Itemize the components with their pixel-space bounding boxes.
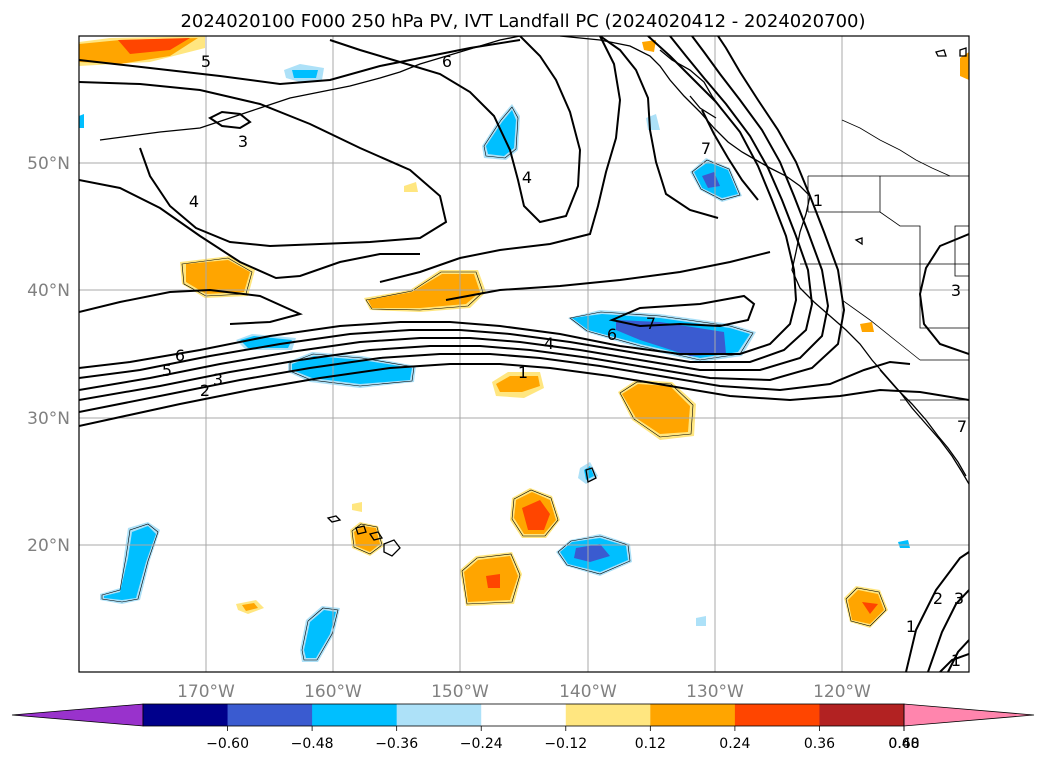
contour-label: 4 — [522, 168, 532, 187]
contour-label: 3 — [954, 589, 964, 608]
lat-label: 40°N — [27, 281, 70, 301]
lon-label: 120°W — [813, 682, 871, 702]
contour-label: 1 — [813, 191, 823, 210]
colorbar-segment — [227, 704, 313, 726]
colorbar-tick-label: 0.48 — [888, 736, 919, 752]
contour-label: 1 — [906, 617, 916, 636]
political-borders — [800, 119, 969, 401]
contour-label: 1 — [518, 363, 528, 382]
contour-label: 4 — [189, 192, 199, 211]
colorbar-frame — [142, 703, 905, 727]
colorbar-tick-label: −0.24 — [460, 736, 503, 752]
contour-label: 3 — [213, 370, 223, 389]
contour-label: 6 — [607, 325, 617, 344]
colorbar: −0.60 −0.48 −0.36 −0.24 −0.12 0.12 0.24 0.36 0.4… — [11, 703, 1035, 752]
lat-label: 30°N — [27, 409, 70, 429]
contour-label: 1 — [951, 651, 961, 670]
contour-label: 6 — [442, 52, 452, 71]
colorbar-tick-label: 0.60 — [888, 736, 919, 752]
colorbar-tick-label: −0.12 — [544, 736, 587, 752]
contour-label: 4 — [544, 334, 554, 353]
colorbar-tick-label: −0.36 — [375, 736, 418, 752]
ivt-contours — [79, 36, 969, 672]
contour-labels: 5 6 3 4 4 7 1 6 5 3 2 7 6 4 1 1 2 3 1 3 — [162, 52, 967, 670]
longitude-labels: 170°W 160°W 150°W 140°W 130°W 120°W — [177, 682, 871, 702]
lon-label: 130°W — [686, 682, 744, 702]
contour-label: 5 — [162, 361, 172, 380]
contour-label: 7 — [646, 314, 656, 333]
lon-label: 160°W — [304, 682, 362, 702]
colorbar-segment — [396, 704, 482, 726]
colorbar-extend-high — [903, 703, 1035, 727]
colorbar-segment — [734, 704, 820, 726]
colorbar-segment — [819, 704, 905, 726]
colorbar-segment — [565, 704, 651, 726]
positive-anomaly-shading — [79, 36, 969, 628]
colorbar-segment — [650, 704, 736, 726]
map-frame — [78, 35, 970, 673]
contour-label: 5 — [201, 52, 211, 71]
colorbar-tick-label: 0.12 — [635, 736, 666, 752]
contour-label: 7 — [701, 139, 711, 158]
lon-label: 150°W — [431, 682, 489, 702]
contour-label: 2 — [200, 381, 210, 400]
colorbar-segment — [143, 704, 229, 726]
colorbar-tick-label: 0.36 — [804, 736, 835, 752]
contour-label: 3 — [238, 132, 248, 151]
colorbar-tick-label: −0.48 — [291, 736, 334, 752]
colorbar-segment — [312, 704, 398, 726]
lat-label: 20°N — [27, 536, 70, 556]
lon-label: 170°W — [177, 682, 235, 702]
map-content: 5 6 3 4 4 7 1 6 5 3 2 7 6 4 1 1 2 3 1 3 — [79, 36, 969, 672]
colorbar-tick-label: −0.60 — [206, 736, 249, 752]
colorbar-extend-low — [11, 703, 144, 727]
colorbar-tick-label: 0.24 — [719, 736, 750, 752]
contour-label: 6 — [175, 346, 185, 365]
lon-label: 140°W — [559, 682, 617, 702]
contour-label: 2 — [933, 589, 943, 608]
map-title: 2024020100 F000 250 hPa PV, IVT Landfall… — [180, 11, 865, 32]
graticule — [79, 36, 969, 672]
contour-label: 3 — [951, 281, 961, 300]
contour-label: 7 — [957, 417, 967, 436]
latitude-labels: 50°N 40°N 30°N 20°N — [27, 154, 70, 556]
colorbar-segment — [481, 704, 567, 726]
lat-label: 50°N — [27, 154, 70, 174]
